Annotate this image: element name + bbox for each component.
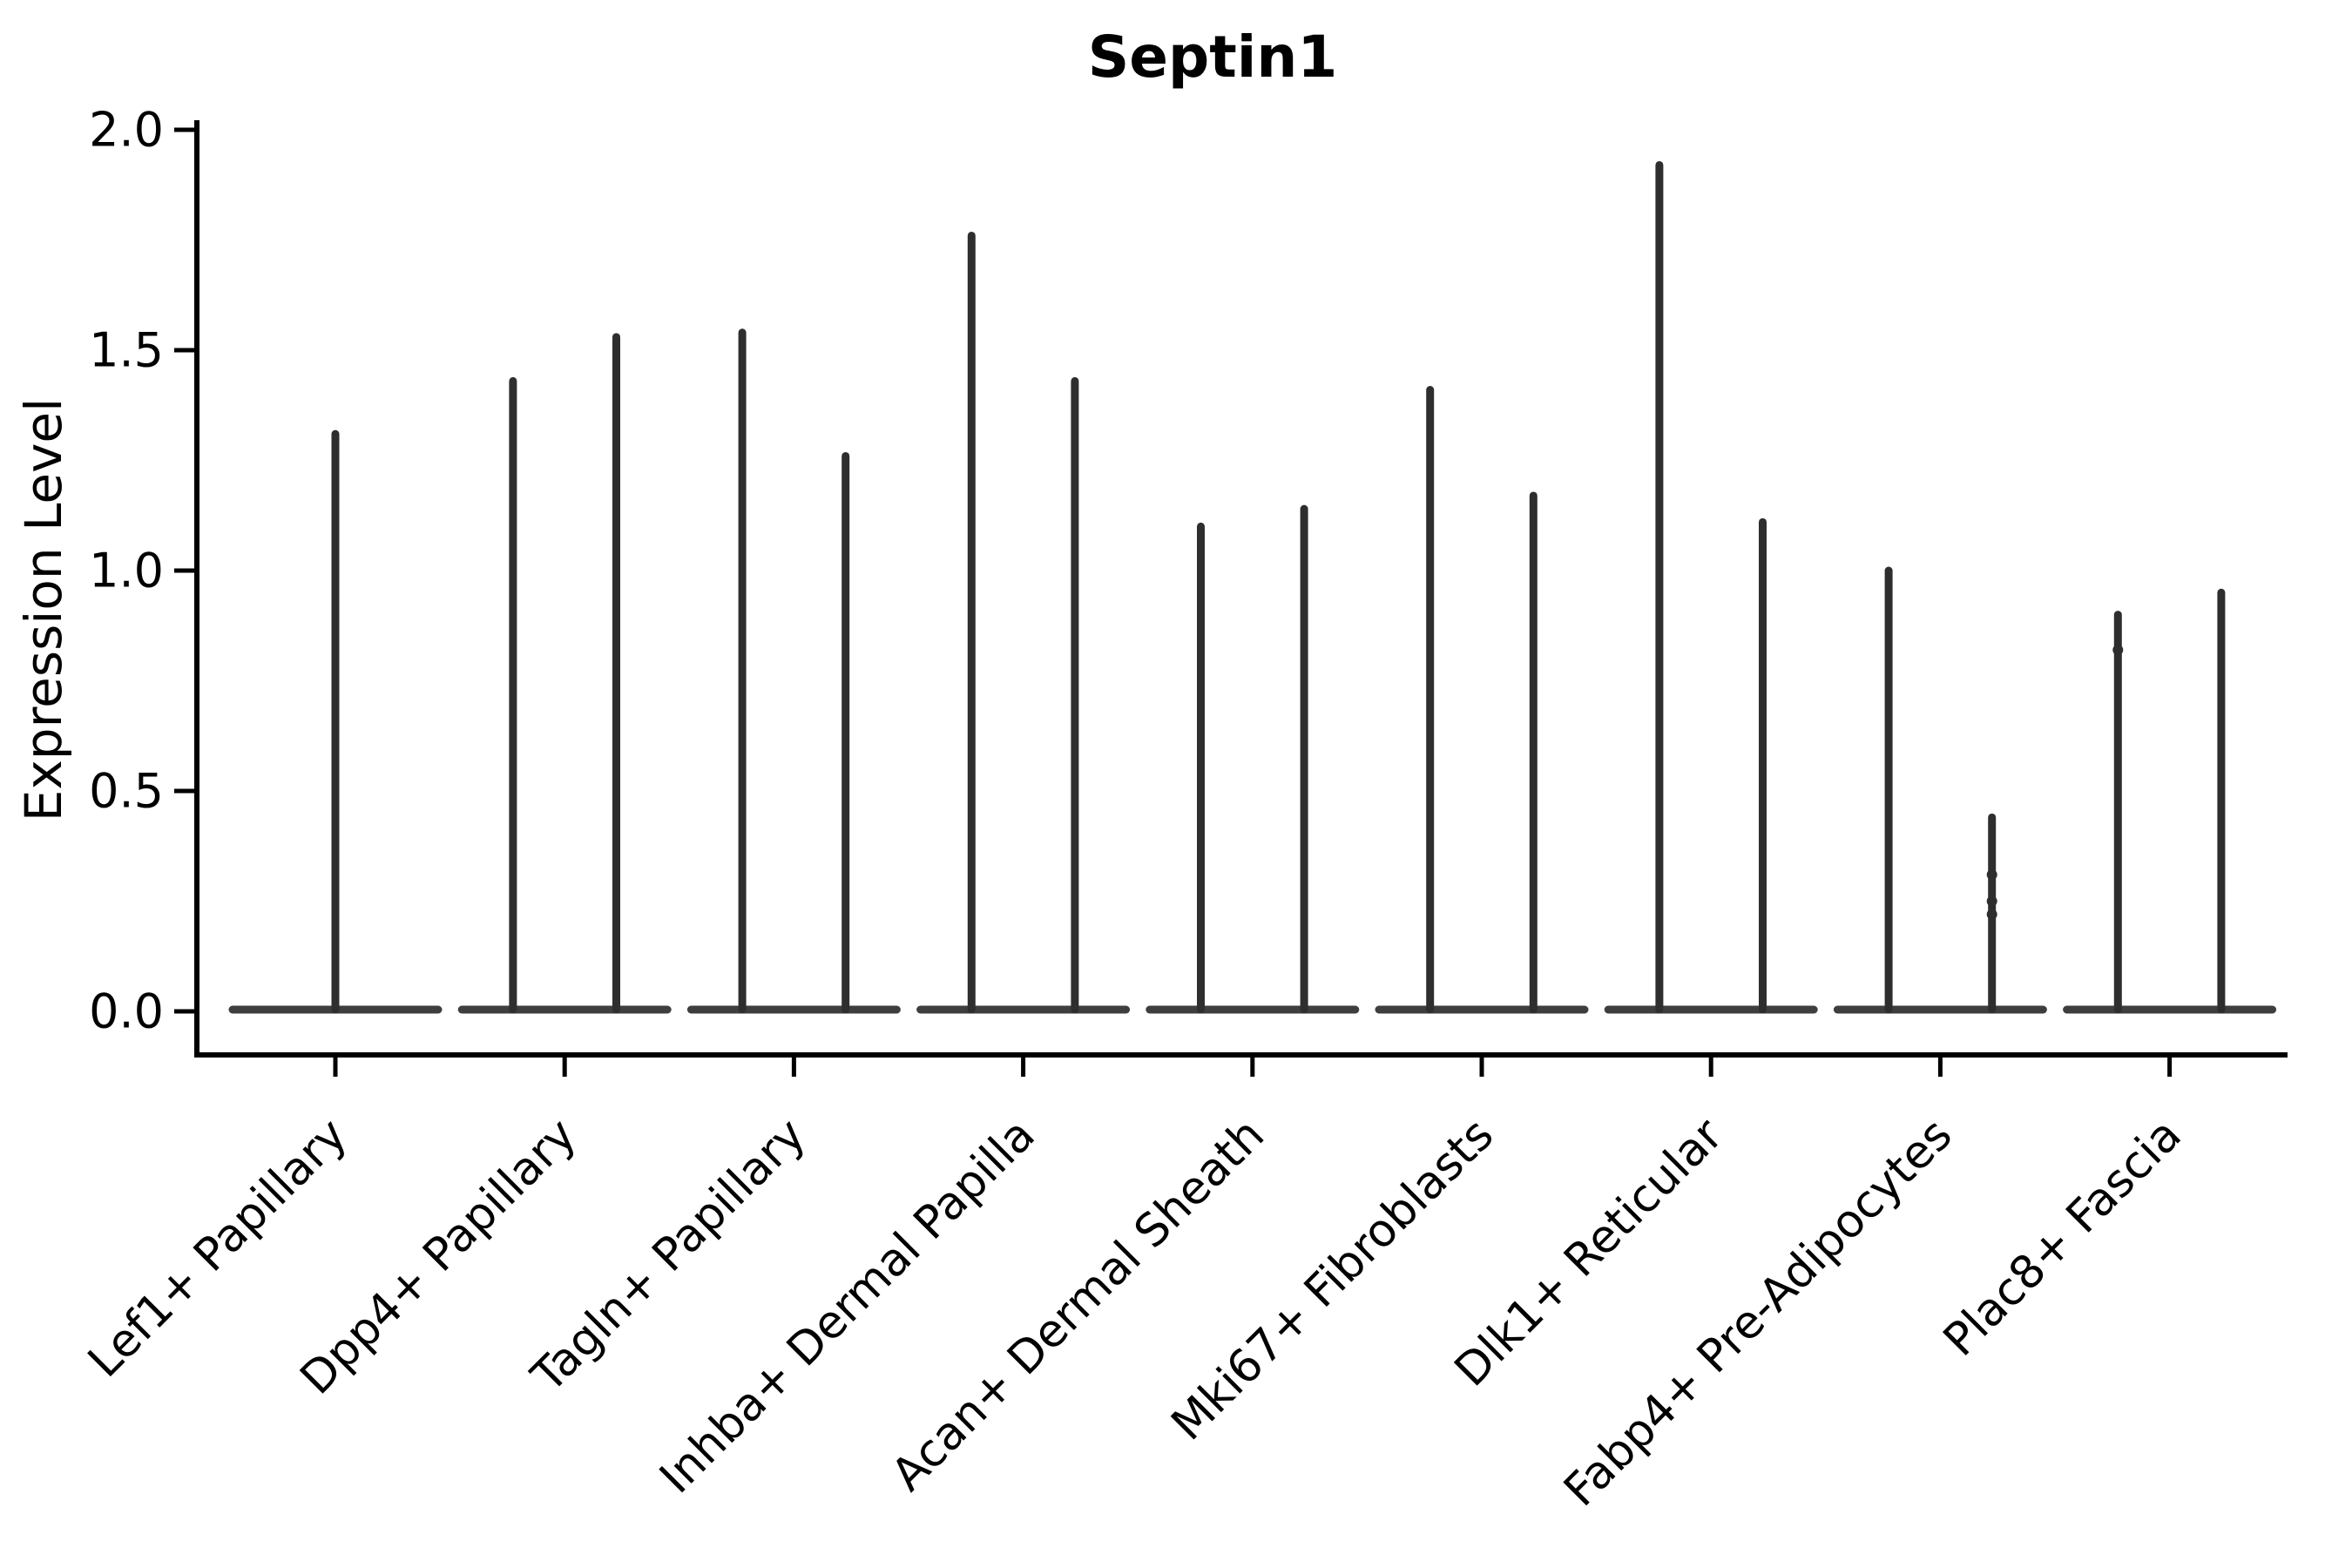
x-tick-label: Inhba+ Dermal Papilla bbox=[650, 1109, 1044, 1504]
x-tick-label: Plac8+ Fascia bbox=[1934, 1109, 2192, 1367]
x-tick-label: Fabp4+ Pre-Adipocytes bbox=[1554, 1109, 1962, 1517]
chart-title: Septin1 bbox=[1088, 24, 1338, 91]
y-tick-label: 2.0 bbox=[89, 103, 164, 158]
y-tick-label: 0.0 bbox=[89, 984, 164, 1039]
y-axis-label: Expression Level bbox=[14, 398, 73, 821]
x-tick-label: Acan+ Dermal Sheath bbox=[882, 1109, 1274, 1502]
expression-point bbox=[1986, 869, 1997, 881]
expression-point bbox=[1986, 909, 1997, 920]
y-tick-label: 1.5 bbox=[89, 323, 164, 378]
expression-point bbox=[2112, 645, 2124, 656]
y-tick-label: 1.0 bbox=[89, 544, 164, 598]
y-tick-label: 0.5 bbox=[89, 764, 164, 819]
expression-point bbox=[1986, 896, 1997, 907]
